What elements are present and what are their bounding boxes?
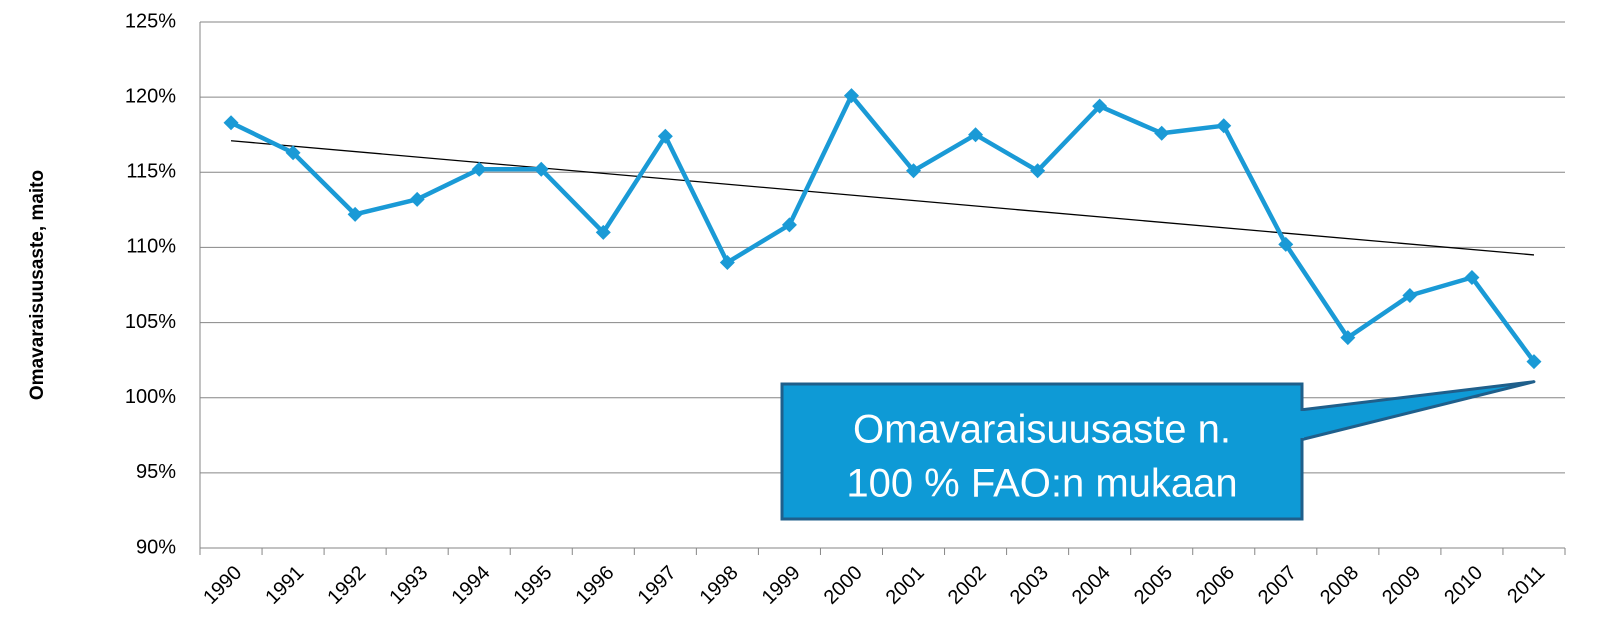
marker <box>471 161 487 177</box>
marker <box>1464 269 1480 285</box>
marker <box>968 127 984 143</box>
x-tick-label: 2011 <box>1503 562 1549 608</box>
y-tick-label: 115% <box>126 161 176 183</box>
x-tick-label: 2001 <box>882 562 929 609</box>
x-tick-label: 2000 <box>820 562 867 609</box>
marker <box>409 191 425 207</box>
x-tick-label: 1998 <box>696 562 743 609</box>
callout-pointer <box>1298 380 1536 442</box>
x-tick-label: 1995 <box>509 562 556 609</box>
callout-text: 100 % FAO:n mukaan <box>846 462 1237 506</box>
marker <box>1340 330 1356 346</box>
marker <box>1402 288 1418 304</box>
trendline <box>230 140 1535 256</box>
x-tick-label: 2007 <box>1254 562 1301 609</box>
y-tick-label: 125% <box>125 10 176 32</box>
marker <box>719 254 735 270</box>
x-tick-label: 1991 <box>261 562 308 609</box>
marker <box>843 88 859 104</box>
y-axis-label: Omavaraisuusaste, maito <box>27 170 48 400</box>
marker <box>657 128 673 144</box>
callout-seam <box>1296 411 1304 438</box>
x-tick-label: 1992 <box>323 562 370 609</box>
x-tick-label: 2005 <box>1130 562 1177 609</box>
x-tick-label: 2010 <box>1440 562 1487 609</box>
marker <box>347 206 363 222</box>
x-tick-label: 2002 <box>944 562 991 609</box>
y-tick-label: 120% <box>125 85 176 107</box>
x-tick-label: 1997 <box>634 562 681 609</box>
marker <box>223 115 239 131</box>
x-tick-label: 2006 <box>1192 562 1239 609</box>
x-tick-label: 2003 <box>1006 562 1053 609</box>
marker <box>595 224 611 240</box>
marker <box>533 161 549 177</box>
x-tick-label: 2009 <box>1378 562 1425 609</box>
marker <box>1092 98 1108 114</box>
y-tick-label: 105% <box>125 311 176 333</box>
x-tick-label: 1994 <box>447 562 494 609</box>
y-tick-label: 100% <box>125 386 176 408</box>
marker <box>285 145 301 161</box>
marker <box>1030 163 1046 179</box>
x-tick-label: 1990 <box>199 562 246 609</box>
y-tick-label: 95% <box>136 461 176 483</box>
marker <box>781 217 797 233</box>
callout-text: Omavaraisuusaste n. <box>853 408 1231 452</box>
y-tick-label: 90% <box>136 536 176 558</box>
marker <box>1526 354 1542 370</box>
marker <box>1154 125 1170 141</box>
callout-box <box>780 382 1304 521</box>
series-line <box>230 93 1536 363</box>
y-tick-label: 110% <box>126 236 176 258</box>
marker <box>1216 118 1232 134</box>
x-tick-label: 1996 <box>572 562 619 609</box>
x-tick-label: 2004 <box>1068 562 1115 609</box>
x-tick-label: 1993 <box>385 562 432 609</box>
marker <box>1278 236 1294 252</box>
marker <box>906 163 922 179</box>
x-tick-label: 2008 <box>1316 562 1363 609</box>
x-tick-label: 1999 <box>758 562 805 609</box>
